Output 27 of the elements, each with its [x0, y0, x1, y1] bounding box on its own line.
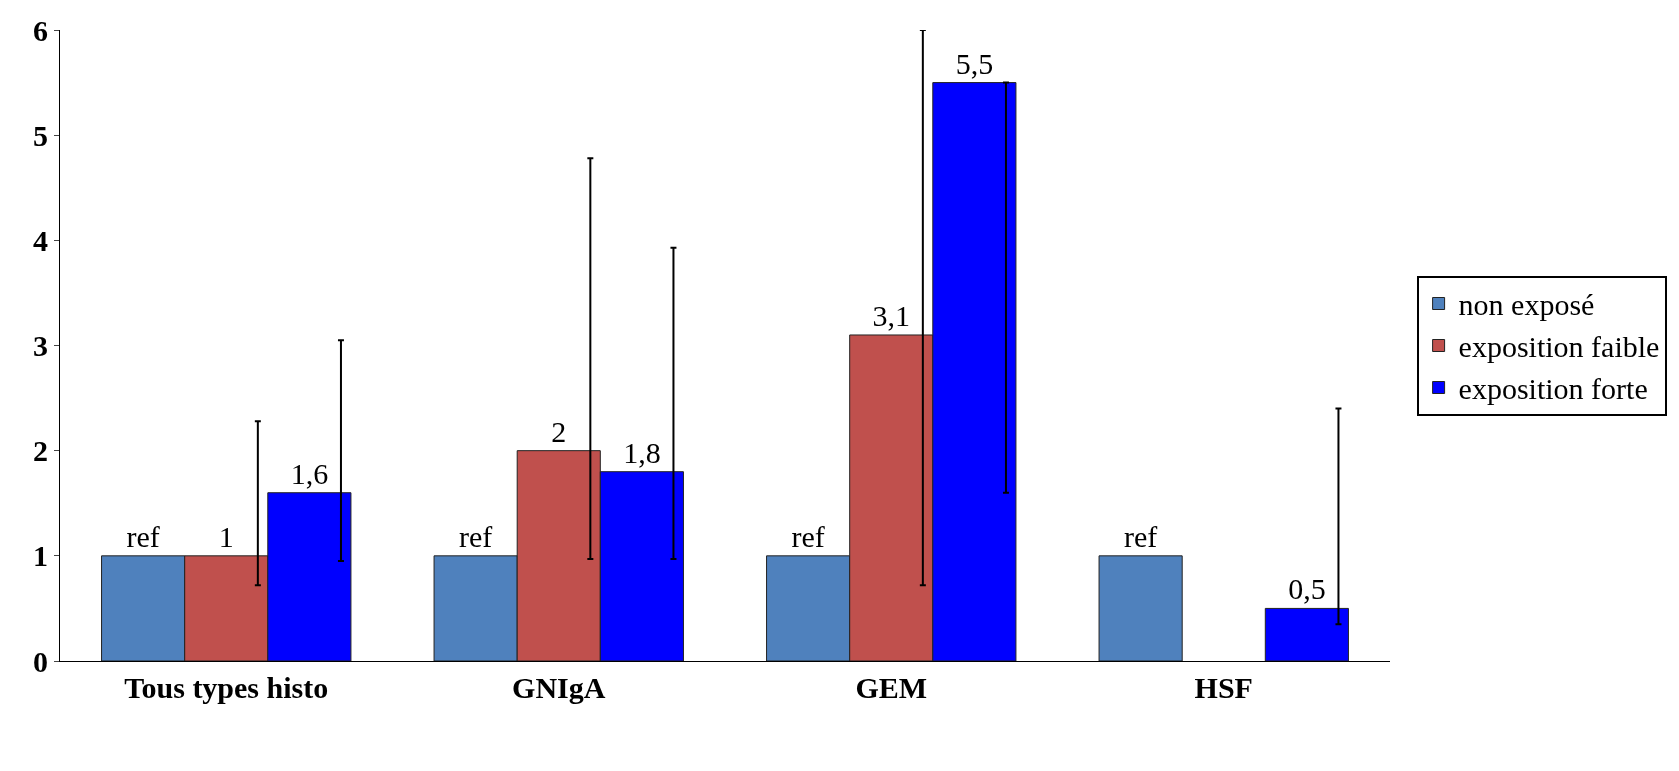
data-label: 1,8 — [623, 435, 661, 469]
data-label: 1,6 — [290, 456, 329, 490]
data-label: ref — [458, 519, 493, 553]
data-label: ref — [791, 519, 825, 553]
data-label: ref — [126, 519, 160, 553]
y-tick-label: 3 — [33, 329, 48, 362]
bar — [1264, 607, 1349, 661]
legend-label: non exposé — [1458, 288, 1595, 322]
legend-label: exposition forte — [1458, 372, 1648, 406]
data-label: 2 — [551, 414, 567, 448]
y-tick-label: 6 — [33, 13, 48, 47]
data-label: 5,5 — [955, 46, 994, 80]
bar — [1098, 555, 1183, 661]
data-label: ref — [1123, 519, 1158, 553]
y-tick-label: 2 — [33, 434, 48, 468]
y-tick-label: 5 — [33, 118, 48, 152]
x-tick-label: HSF — [1194, 671, 1253, 704]
x-tick-label: GNIgA — [512, 671, 606, 704]
data-label: 3,1 — [872, 298, 910, 332]
x-tick-label: Tous types histo — [124, 671, 329, 704]
data-label: 1 — [218, 519, 234, 553]
y-tick-label: 1 — [33, 539, 48, 573]
data-label: 0,5 — [1288, 572, 1326, 606]
y-tick-label: 0 — [33, 644, 48, 678]
x-tick-label: GEM — [855, 671, 928, 704]
legend-label: exposition faible — [1458, 330, 1660, 364]
y-tick-label: 4 — [33, 223, 48, 257]
